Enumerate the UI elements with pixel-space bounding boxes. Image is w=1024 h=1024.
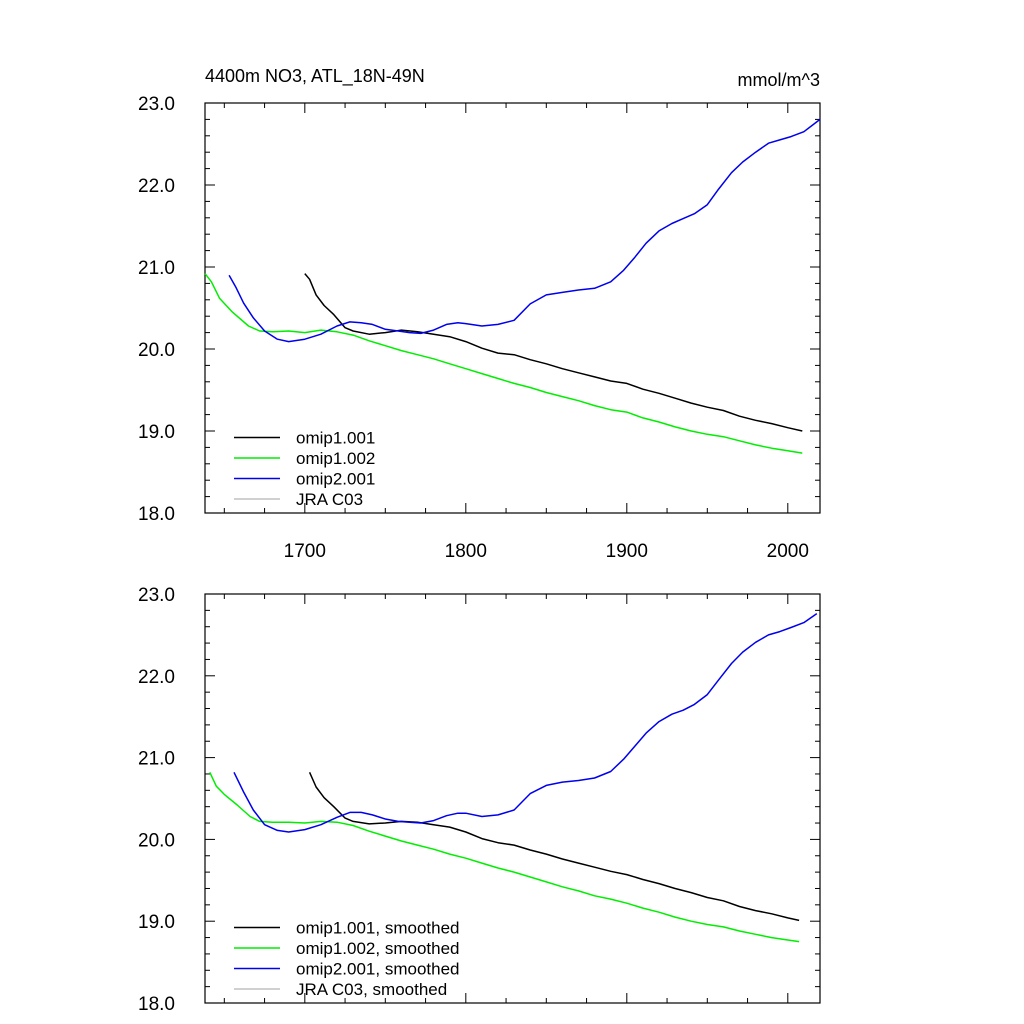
series-line [233,612,818,833]
y-tick-label: 18.0 [138,504,175,525]
series-line [204,273,803,454]
legend-label: omip1.001, smoothed [296,919,460,938]
plot-frame [204,593,821,1004]
legend-label: JRA C03 [296,490,363,509]
series-line [209,771,800,943]
plot-frame [204,102,821,514]
legend-label: omip1.001 [296,429,375,448]
series-line [304,273,803,432]
series-line [228,118,821,343]
y-tick-label: 18.0 [138,994,175,1015]
x-tick-label: 1700 [284,541,326,562]
legend-label: omip2.001, smoothed [296,960,460,979]
axis-ticks [205,102,820,514]
y-tick-label: 20.0 [138,830,175,851]
units-label: mmol/m^3 [738,70,820,90]
series-line [308,771,800,922]
y-tick-label: 22.0 [138,176,175,197]
x-tick-label: 2000 [767,541,809,562]
legend-label: JRA C03, smoothed [296,980,447,999]
y-tick-label: 22.0 [138,667,175,688]
bottom-panel: 18.0 19.0 20.0 21.0 22.0 23.0 omip1.001, smoot… [138,585,821,1015]
y-tick-label: 21.0 [138,749,175,770]
legend-label: omip2.001 [296,470,375,489]
top-panel: 18.0 19.0 20.0 21.0 22.0 23.0 1700 1800 1900 2000… [138,94,821,562]
y-tick-label: 19.0 [138,912,175,933]
legend-label: omip1.002 [296,449,375,468]
y-tick-label: 20.0 [138,340,175,361]
x-tick-label: 1900 [606,541,648,562]
y-tick-label: 23.0 [138,94,175,115]
y-tick-label: 19.0 [138,422,175,443]
y-tick-label: 23.0 [138,585,175,606]
chart-title: 4400m NO3, ATL_18N-49N [205,66,425,87]
legend-label: omip1.002, smoothed [296,939,460,958]
y-tick-label: 21.0 [138,258,175,279]
x-tick-label: 1800 [445,541,487,562]
axis-ticks [205,593,820,1004]
